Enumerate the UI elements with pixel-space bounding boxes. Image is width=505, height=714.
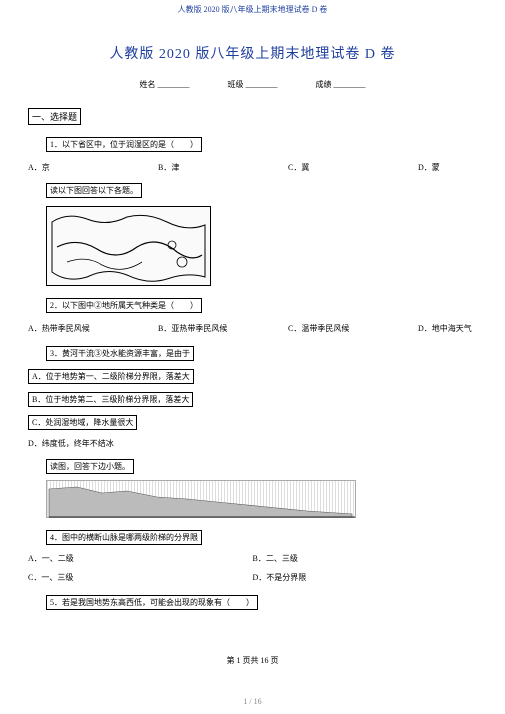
page-number: 1 / 16	[0, 697, 505, 706]
q4-options-row2: C．一、三级 D．不是分界限	[28, 572, 477, 583]
question-1: 1．以下省区中，位于润湿区的是（ ）	[28, 137, 477, 152]
page-footer: 第 1 页共 16 页	[0, 655, 505, 666]
q2-opt-b: B．亚热带季民风候	[158, 323, 288, 334]
q1-options: A．京 B．津 C．冀 D．蒙	[28, 162, 477, 173]
page-title: 人教版 2020 版八年级上期末地理试卷 D 卷	[0, 43, 505, 63]
question-3: 3．黄河干流③处水能资源丰富，是由于	[28, 346, 477, 361]
q5-text: 5．若是我国地势东高西低，可能会出现的现象有（ ）	[46, 595, 258, 610]
q1-opt-d: D．蒙	[418, 162, 440, 173]
question-4: 4．图中的横断山脉是哪两级阶梯的分界限	[28, 530, 477, 545]
q4-options-row1: A．一、二级 B．二、三级	[28, 553, 477, 564]
section-1-label: 一、选择题	[28, 108, 81, 125]
q1-opt-b: B．津	[158, 162, 288, 173]
q3-opt-b: B．位于地势第二、三级阶梯分界限，落差大	[28, 392, 477, 407]
score-field: 成绩 ________	[316, 80, 366, 89]
question-2: 2．以下图中②地所属天气种类是（ ）	[28, 298, 477, 313]
q2-opt-c: C．温带季民风候	[288, 323, 418, 334]
q3-opt-c: C．处润湿地域，降水量很大	[28, 415, 477, 430]
q4-opt-b: B．二、三级	[253, 553, 478, 564]
instruction-2: 读图，回答下边小题。	[46, 459, 477, 474]
cross-svg	[47, 481, 357, 519]
inst2-text: 读图，回答下边小题。	[46, 459, 134, 474]
q2-options: A．热带季民风候 B．亚热带季民风候 C．温带季民风候 D．地中海天气	[28, 323, 477, 334]
q1-text: 1．以下省区中，位于润湿区的是（ ）	[46, 137, 202, 152]
q1-opt-c: C．冀	[288, 162, 418, 173]
map-figure	[46, 206, 211, 286]
instruction-1: 读以下图回答以下各题。	[46, 183, 477, 198]
q3-options: A．位于地势第一、二级阶梯分界限，落差大 B．位于地势第二、三级阶梯分界限，落差…	[28, 369, 477, 449]
cross-section-figure	[46, 480, 356, 518]
q4-opt-d: D．不是分界限	[253, 572, 478, 583]
q2-opt-d: D．地中海天气	[418, 323, 472, 334]
q3-opt-a: A．位于地势第一、二级阶梯分界限，落差大	[28, 369, 477, 384]
q3-text: 3．黄河干流③处水能资源丰富，是由于	[46, 346, 194, 361]
q2-text: 2．以下图中②地所属天气种类是（ ）	[46, 298, 202, 313]
q4-opt-a: A．一、二级	[28, 553, 253, 564]
student-info-line: 姓名 ________ 班级 ________ 成绩 ________	[0, 79, 505, 90]
q3-opt-d: D．纬度低，终年不结冰	[28, 438, 477, 449]
map-svg	[47, 207, 211, 286]
class-field: 班级 ________	[228, 80, 278, 89]
content-area: 一、选择题 1．以下省区中，位于润湿区的是（ ） A．京 B．津 C．冀 D．蒙…	[0, 108, 505, 610]
question-5: 5．若是我国地势东高西低，可能会出现的现象有（ ）	[28, 595, 477, 610]
running-header: 人教版 2020 版八年级上期末地理试卷 D 卷	[0, 0, 505, 15]
inst1-text: 读以下图回答以下各题。	[46, 183, 142, 198]
q1-opt-a: A．京	[28, 162, 158, 173]
q4-text: 4．图中的横断山脉是哪两级阶梯的分界限	[46, 530, 202, 545]
q2-opt-a: A．热带季民风候	[28, 323, 158, 334]
name-field: 姓名 ________	[140, 80, 190, 89]
q4-opt-c: C．一、三级	[28, 572, 253, 583]
